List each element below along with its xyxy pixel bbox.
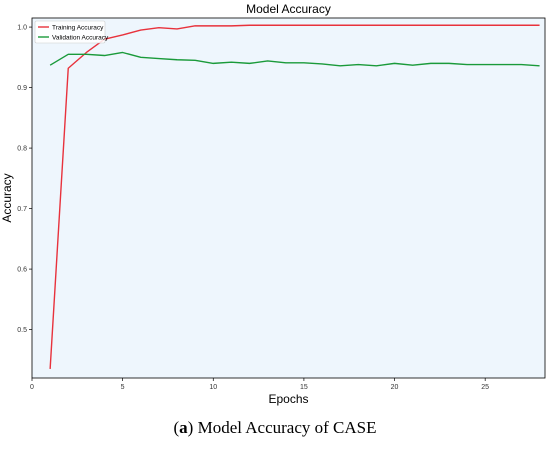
y-tick-label: 0.5	[17, 327, 27, 334]
x-tick-label: 0	[30, 384, 34, 391]
accuracy-chart: 0 5 10 15 20 25 0.5 0.6 0.7 0.8 0.9 1.0 Model Accur…	[0, 2, 546, 406]
figure-caption: (a) Model Accuracy of CASE	[173, 418, 377, 437]
x-tick-label: 20	[391, 384, 399, 391]
tick-group: 0 5 10 15 20 25 0.5 0.6 0.7 0.8 0.9 1.0	[17, 25, 489, 391]
series-line-training	[49, 24, 540, 369]
y-axis-label: Accuracy	[0, 173, 14, 222]
y-tick-label: 1.0	[17, 25, 27, 32]
x-tick-label: 10	[209, 384, 217, 391]
y-tick-label: 0.9	[17, 85, 27, 92]
x-tick-label: 5	[121, 384, 125, 391]
y-tick-label: 0.8	[17, 146, 27, 153]
legend-entry: Training Accuracy	[52, 24, 104, 31]
legend-box	[34, 20, 106, 44]
y-tick-label: 0.7	[17, 206, 27, 213]
chart-title: Model Accuracy	[246, 2, 331, 16]
legend: Training Accuracy Validation Accuracy	[34, 20, 109, 44]
x-axis-label: Epochs	[268, 392, 308, 406]
y-tick-label: 0.6	[17, 267, 27, 274]
x-tick-label: 15	[300, 384, 308, 391]
caption-label: a	[179, 418, 188, 437]
series-line-validation	[49, 51, 540, 67]
caption-text: Model Accuracy of CASE	[193, 418, 377, 437]
plot-area	[32, 18, 545, 378]
legend-entry: Validation Accuracy	[52, 34, 109, 41]
plot-frame	[31, 17, 546, 379]
x-tick-label: 25	[481, 384, 489, 391]
